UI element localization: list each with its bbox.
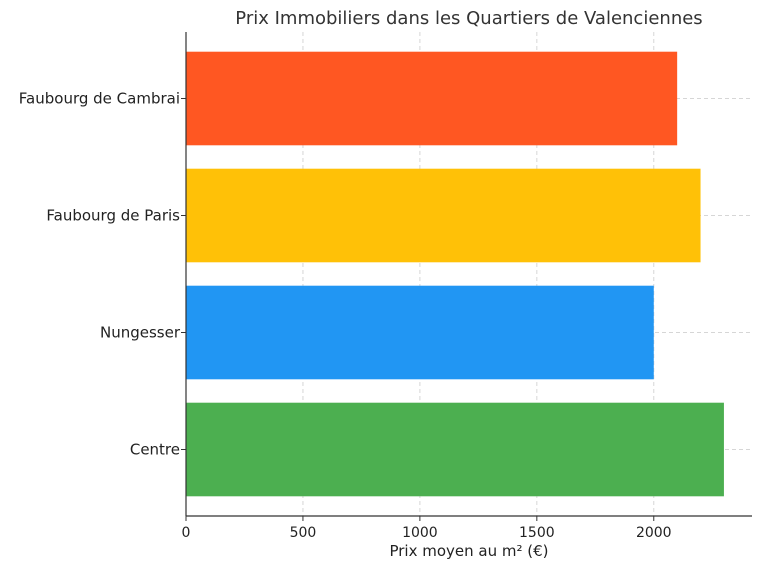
axis-layer (185, 32, 752, 517)
x-axis-label: Prix moyen au m² (€) (389, 542, 548, 560)
label-layer: 0 500 1000 1500 2000 Centre Nungesser Faubourg … (19, 90, 672, 542)
bar (186, 285, 654, 380)
bar-layer (186, 51, 724, 497)
y-tick-label: Faubourg de Paris (46, 207, 180, 225)
chart-title: Prix Immobiliers dans les Quartiers de V… (235, 8, 702, 29)
x-tick-label: 0 (182, 525, 191, 541)
y-tick-label: Faubourg de Cambrai (19, 90, 180, 108)
y-tick-label: Nungesser (100, 324, 181, 342)
bar (186, 168, 701, 263)
x-tick-label: 2000 (636, 525, 672, 541)
bar (186, 51, 678, 146)
bar (186, 402, 724, 497)
x-tick-label: 1500 (519, 525, 555, 541)
x-tick-label: 1000 (402, 525, 438, 541)
y-tick-label: Centre (130, 441, 180, 459)
x-tick-label: 500 (290, 525, 317, 541)
